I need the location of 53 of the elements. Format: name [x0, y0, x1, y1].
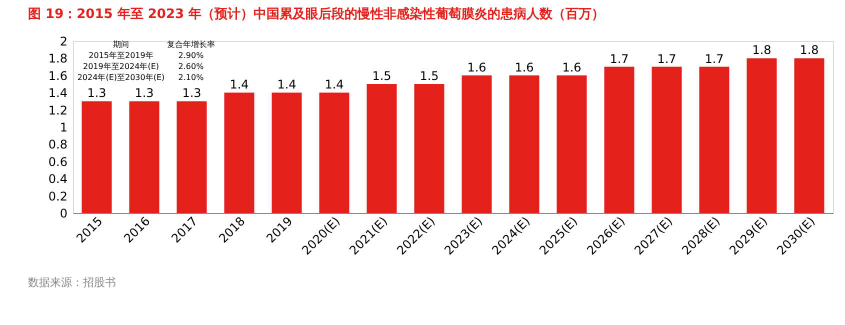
annotation: 2.60% [178, 62, 204, 71]
bar [414, 84, 444, 213]
data-label: 1.5 [420, 69, 439, 83]
bar [746, 58, 777, 213]
annotation: 复合年增长率 [167, 40, 215, 49]
bar [366, 84, 397, 213]
bar [462, 75, 492, 213]
data-label: 1.3 [134, 86, 154, 100]
y-tick-label: 1.2 [48, 103, 68, 118]
data-label: 1.4 [324, 78, 344, 92]
y-tick-label: 0.4 [48, 172, 68, 186]
data-label: 1.4 [277, 78, 296, 92]
bar [556, 75, 587, 213]
data-label: 1.7 [610, 52, 629, 66]
data-label: 1.6 [467, 60, 486, 74]
annotation: 2024年(E)至2030年(E) [77, 73, 165, 82]
y-tick-label: 0.2 [48, 189, 68, 204]
data-label: 1.8 [800, 43, 819, 58]
annotation: 2019年至2024年(E) [82, 62, 160, 71]
y-tick-label: 1.4 [48, 86, 68, 100]
bar [604, 66, 634, 213]
data-label: 1.3 [87, 86, 106, 100]
data-label: 1.7 [657, 52, 676, 66]
y-tick-label: 0.6 [48, 154, 68, 169]
data-label: 1.7 [704, 52, 724, 66]
bar [129, 101, 160, 213]
y-tick-label: 1.8 [48, 52, 68, 66]
bar [699, 66, 730, 213]
annotation: 期间 [113, 40, 129, 49]
data-label: 1.6 [562, 60, 582, 74]
source-note: 数据来源：招股书 [28, 276, 116, 289]
bar [509, 75, 540, 213]
y-tick-label: 0 [60, 206, 68, 220]
bar [794, 58, 824, 213]
data-label: 1.4 [230, 78, 249, 92]
bar [652, 66, 682, 213]
y-tick-label: 1.6 [48, 68, 68, 83]
annotation: 2.90% [178, 51, 204, 60]
data-label: 1.8 [752, 43, 772, 58]
bar [319, 92, 350, 213]
y-tick-label: 2 [60, 34, 68, 48]
data-label: 1.5 [372, 69, 392, 83]
bar [224, 92, 254, 213]
data-label: 1.6 [514, 60, 534, 74]
annotation: 2015年至2019年 [88, 51, 154, 60]
y-tick-label: 1 [60, 120, 68, 134]
chart-title: 图 19：2015 年至 2023 年（预计）中国累及眼后段的慢性非感染性葡萄膜炎的患病人数（百万） [28, 6, 605, 22]
y-tick-label: 0.8 [48, 138, 68, 152]
bar [82, 101, 112, 213]
annotation: 2.10% [178, 73, 204, 82]
data-label: 1.3 [182, 86, 202, 100]
bar [272, 92, 302, 213]
bar [176, 101, 207, 213]
